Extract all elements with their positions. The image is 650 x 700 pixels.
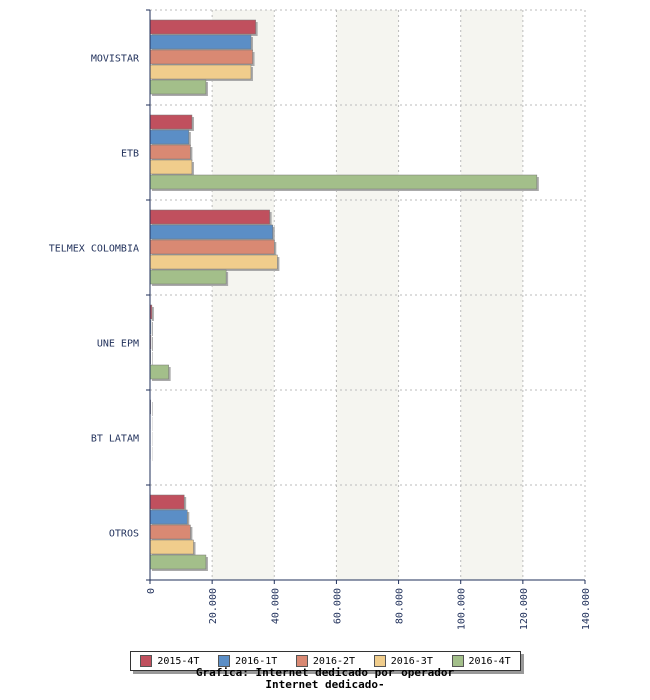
bar-shadow bbox=[152, 322, 153, 336]
category-label: UNE EPM bbox=[97, 339, 139, 350]
bar bbox=[149, 509, 188, 525]
bar bbox=[149, 159, 193, 175]
grid-band bbox=[522, 10, 585, 580]
bar bbox=[149, 114, 193, 130]
x-tick-label: 120.000 bbox=[519, 588, 530, 630]
legend-swatch bbox=[373, 655, 386, 667]
x-tick-label: 80.000 bbox=[395, 588, 406, 624]
category-label: MOVISTAR bbox=[91, 54, 140, 65]
bar bbox=[149, 539, 194, 555]
category-label: TELMEX COLOMBIA bbox=[49, 244, 139, 255]
bar bbox=[149, 209, 270, 225]
legend-item: 2016-1T bbox=[218, 655, 277, 667]
x-tick-label: 140.000 bbox=[581, 588, 592, 630]
x-tick-label: 60.000 bbox=[332, 588, 343, 624]
legend-label: 2016-3T bbox=[390, 655, 433, 667]
x-tick-label: 0 bbox=[146, 588, 157, 594]
bar bbox=[149, 79, 207, 95]
legend: 2015-4T 2016-1T 2016-2T 2016-3T 2016-4T bbox=[130, 651, 521, 671]
legend-label: 2016-2T bbox=[312, 655, 356, 667]
bar bbox=[149, 254, 278, 270]
bar bbox=[149, 144, 191, 160]
legend-swatch bbox=[451, 655, 464, 667]
bar bbox=[149, 269, 227, 285]
bar-shadow bbox=[152, 337, 153, 351]
bar bbox=[149, 64, 252, 80]
grid-band bbox=[212, 10, 275, 580]
bar bbox=[149, 49, 253, 65]
legend-swatch bbox=[295, 655, 308, 667]
chart-subtitle: Internet dedicado- bbox=[265, 678, 385, 691]
bar bbox=[149, 239, 275, 255]
bar bbox=[149, 129, 190, 145]
category-label: ETB bbox=[121, 149, 139, 160]
bar bbox=[149, 174, 538, 190]
legend-item: 2016-4T bbox=[451, 655, 511, 667]
legend-swatch bbox=[218, 655, 231, 667]
chart-title: Grafica: Internet dedicado por operador bbox=[195, 666, 455, 679]
bar bbox=[149, 554, 207, 570]
x-tick-label: 20.000 bbox=[208, 588, 219, 624]
legend-item: 2016-3T bbox=[373, 655, 433, 667]
legend-item: 2015-4T bbox=[140, 655, 199, 667]
bar-shadow bbox=[152, 402, 153, 416]
x-tick-label: 100.000 bbox=[457, 588, 468, 630]
bar bbox=[149, 34, 252, 50]
bar bbox=[149, 19, 256, 35]
bar-area bbox=[149, 19, 539, 571]
bar bbox=[149, 524, 191, 540]
bar bbox=[149, 364, 169, 380]
tick-labels: 0 20.000 40.000 60.000 80.000 100.000 120.000 1… bbox=[146, 588, 592, 630]
legend-item: 2016-2T bbox=[295, 655, 356, 667]
bar bbox=[149, 494, 185, 510]
x-tick-label: 40.000 bbox=[270, 588, 281, 624]
chart-titles: Grafica: Internet dedicado por operador … bbox=[0, 667, 650, 691]
category-label: BT LATAM bbox=[91, 434, 139, 445]
legend-swatch bbox=[140, 655, 153, 667]
bar bbox=[149, 224, 273, 240]
legend-label: 2015-4T bbox=[157, 655, 200, 667]
category-labels: MOVISTAR ETB TELMEX COLOMBIA UNE EPM BT LATA… bbox=[49, 54, 140, 540]
category-label: OTROS bbox=[109, 529, 139, 540]
bar-shadow bbox=[152, 307, 154, 321]
legend-label: 2016-4T bbox=[468, 655, 511, 667]
legend-label: 2016-1T bbox=[235, 655, 278, 667]
axes bbox=[146, 9, 586, 584]
bar-shadow bbox=[152, 352, 153, 366]
